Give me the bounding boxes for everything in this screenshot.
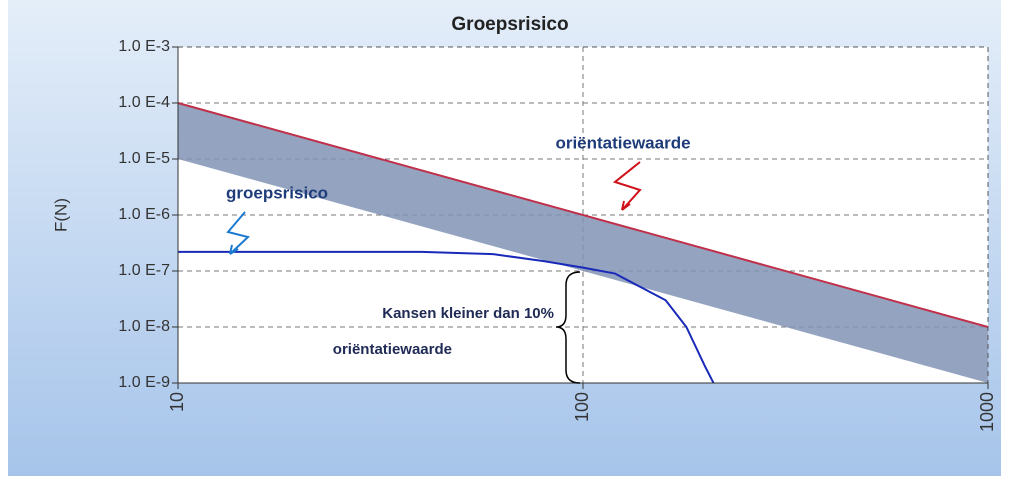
y-tick-label: 1.0 E-8 — [118, 318, 170, 335]
y-tick-label: 1.0 E-6 — [118, 206, 170, 223]
y-tick-label: 1.0 E-3 — [118, 38, 170, 55]
y-tick-label: 1.0 E-5 — [118, 150, 170, 167]
line — [177, 102, 989, 328]
y-tick-label: 1.0 E-7 — [118, 262, 170, 279]
x-tick-label: 10 — [167, 392, 187, 412]
annotation: oriëntatiewaarde — [555, 133, 690, 152]
arrow-head — [621, 200, 631, 211]
squiggle — [226, 211, 251, 255]
band — [178, 103, 988, 383]
annotation: oriëntatiewaarde — [333, 341, 452, 358]
y-tick-label: 1.0 E-9 — [118, 374, 170, 391]
annotation: Kansen kleiner dan 10% — [382, 305, 554, 322]
y-tick-label: 1.0 E-4 — [118, 94, 170, 111]
chart-title: Groepsrisico — [451, 14, 568, 35]
y-axis-label: F(N) — [51, 198, 70, 232]
arrow-head — [229, 244, 239, 255]
x-tick-label: 1000 — [977, 392, 997, 432]
x-tick-label: 100 — [572, 392, 592, 422]
brace — [555, 271, 581, 384]
squiggle — [612, 161, 642, 211]
annotation: groepsrisico — [226, 183, 328, 202]
line — [178, 250, 715, 384]
